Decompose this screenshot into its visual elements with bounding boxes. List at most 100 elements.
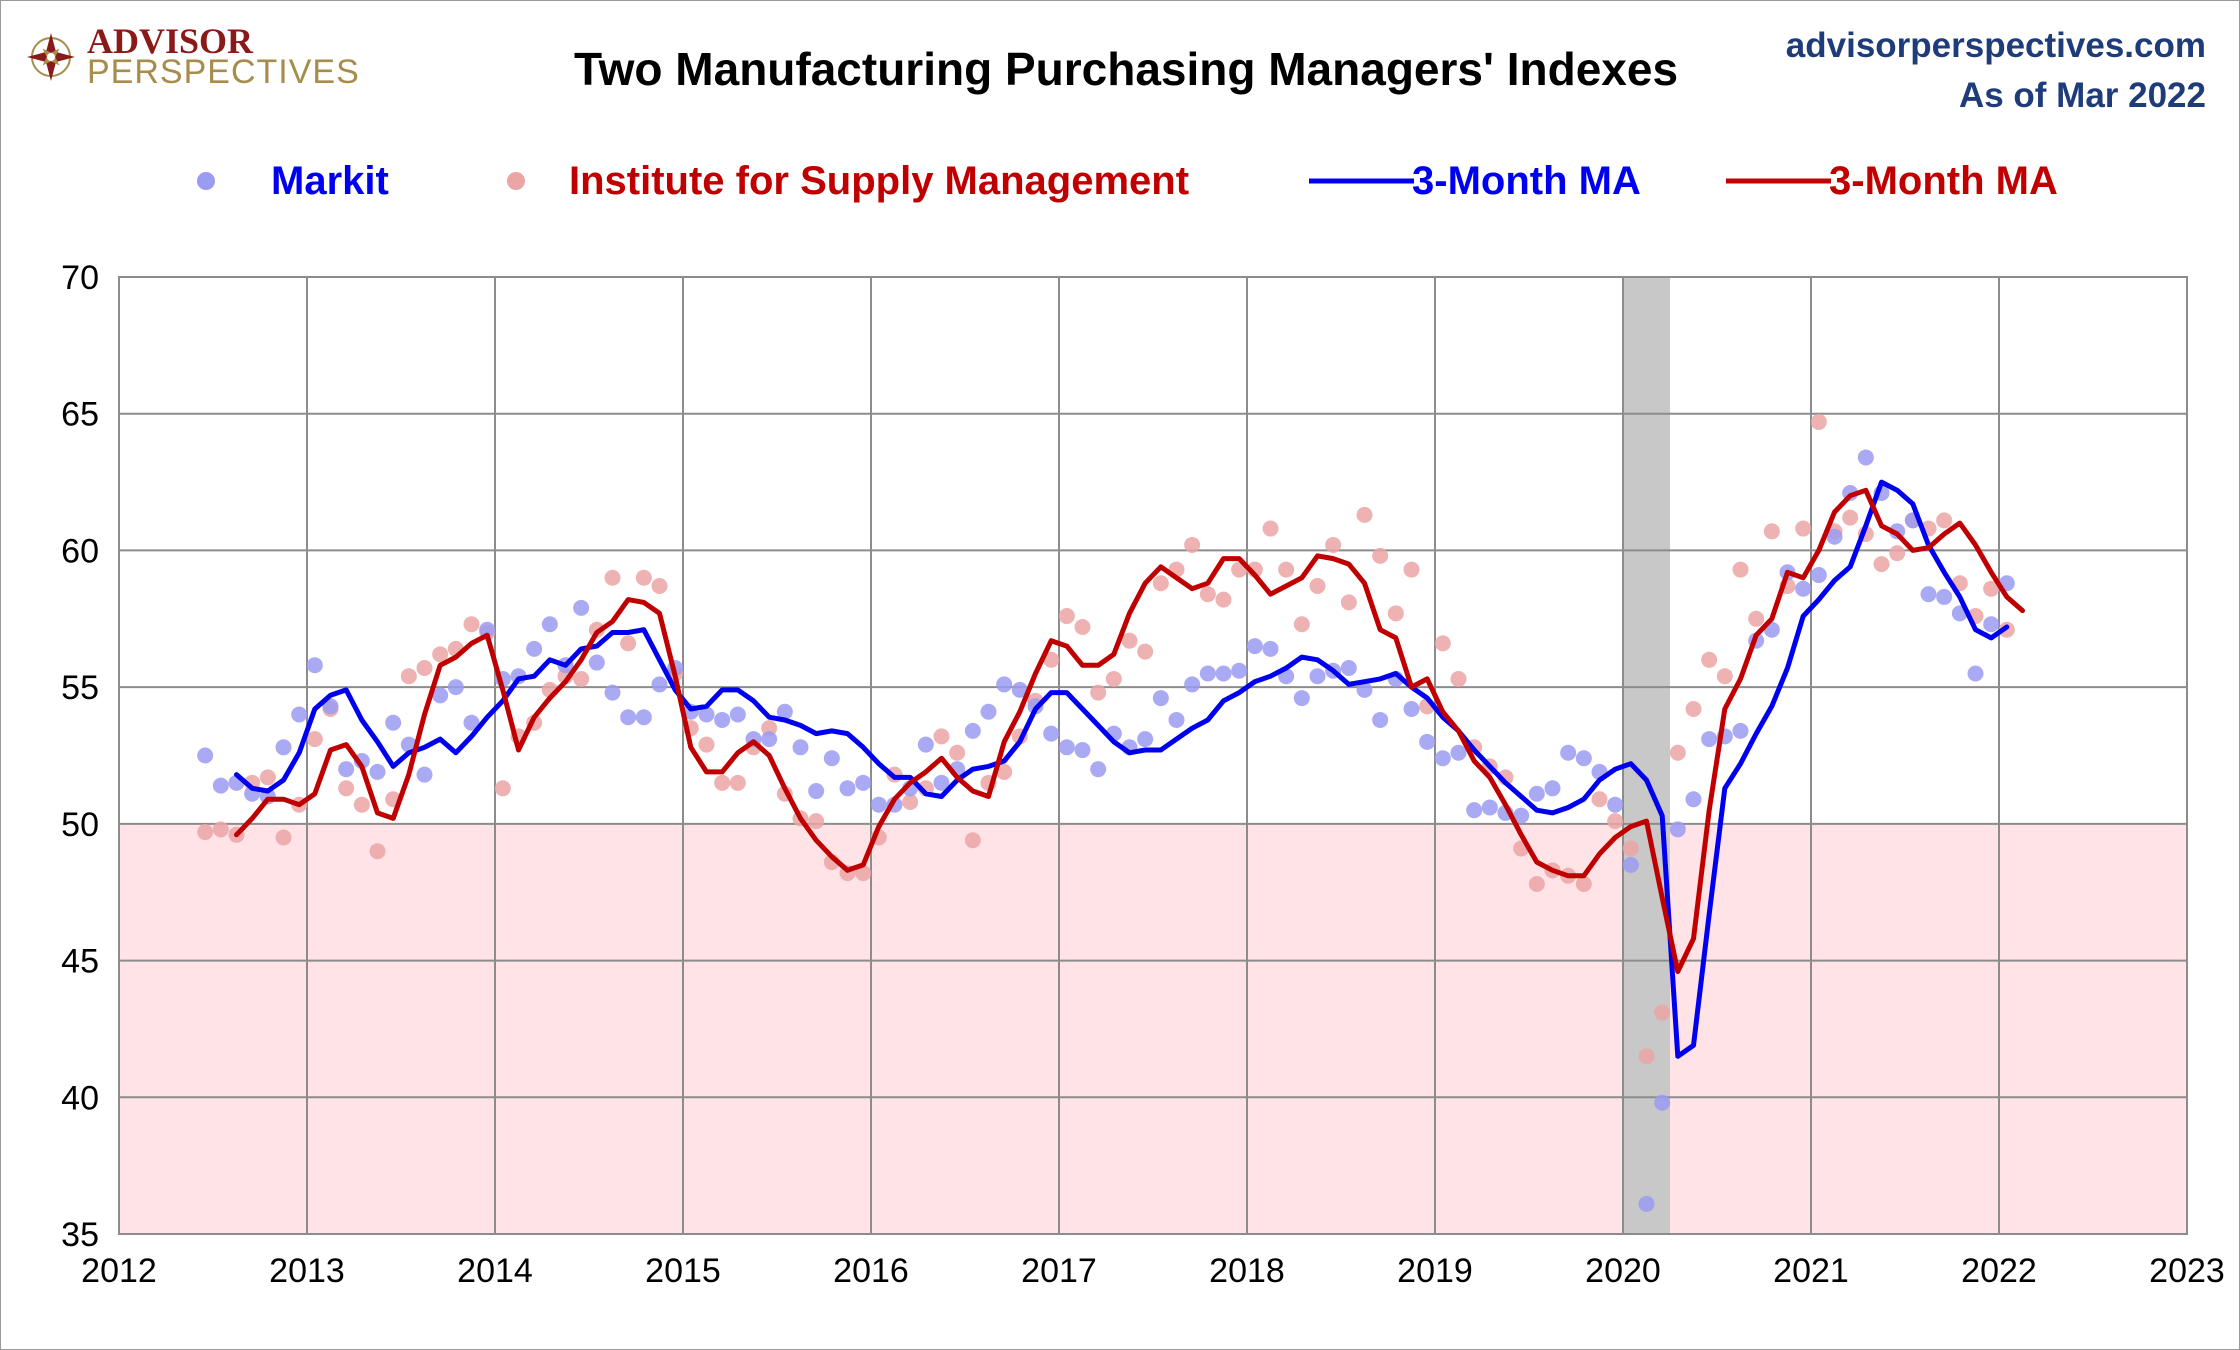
data-point	[1090, 761, 1107, 778]
data-point	[494, 780, 511, 797]
data-point	[823, 750, 840, 767]
data-point	[1669, 821, 1686, 838]
data-point	[1058, 739, 1075, 756]
data-point	[197, 824, 214, 841]
data-point	[698, 736, 715, 753]
data-point	[870, 796, 887, 813]
data-point	[212, 777, 229, 794]
data-point	[526, 640, 543, 657]
data-point	[651, 676, 668, 693]
data-point	[1372, 547, 1389, 564]
x-tick-label: 2015	[645, 1252, 721, 1290]
data-point	[400, 736, 417, 753]
data-point	[291, 706, 308, 723]
data-point	[1184, 536, 1201, 553]
data-point	[1184, 676, 1201, 693]
data-point	[729, 706, 746, 723]
data-point	[1074, 618, 1091, 635]
y-tick-label: 60	[61, 532, 99, 570]
data-point	[1873, 556, 1890, 573]
data-point	[1074, 742, 1091, 759]
data-point	[259, 769, 276, 786]
data-point	[1763, 523, 1780, 540]
legend-label: Markit	[271, 159, 389, 203]
data-point	[197, 747, 214, 764]
data-point	[1481, 799, 1498, 816]
legend-label: 3-Month MA	[1412, 159, 1641, 203]
legend-item: 3-Month MA	[1726, 159, 2058, 203]
data-point	[996, 676, 1013, 693]
x-tick-label: 2012	[81, 1252, 157, 1290]
x-tick-label: 2019	[1397, 1252, 1473, 1290]
data-point	[1434, 750, 1451, 767]
data-point	[1058, 608, 1075, 625]
logo-line1: ADVISOR	[87, 21, 254, 61]
data-point	[275, 739, 292, 756]
data-point	[353, 796, 370, 813]
data-point	[698, 706, 715, 723]
data-point	[275, 829, 292, 846]
data-point	[1356, 681, 1373, 698]
legend-item: 3-Month MA	[1309, 159, 1641, 203]
data-point	[1231, 662, 1248, 679]
series-line-ism-3-month-ma	[234, 487, 2025, 974]
data-point	[1810, 413, 1827, 430]
data-point	[1967, 665, 1984, 682]
recession-shading	[1623, 277, 1670, 1234]
data-point	[808, 783, 825, 800]
data-point	[1105, 670, 1122, 687]
data-point	[1795, 520, 1812, 537]
data-point	[1309, 668, 1326, 685]
data-point	[1920, 586, 1937, 603]
data-point	[1575, 876, 1592, 893]
data-point	[1043, 725, 1060, 742]
data-point	[651, 577, 668, 594]
data-point	[338, 780, 355, 797]
logo-line2: PERSPECTIVES	[87, 53, 360, 91]
data-point	[776, 703, 793, 720]
data-point	[729, 774, 746, 791]
data-point	[400, 668, 417, 685]
data-point	[1152, 575, 1169, 592]
series-markit	[197, 449, 2015, 1212]
data-point	[1607, 813, 1624, 830]
data-point	[1669, 744, 1686, 761]
x-tick-label: 2018	[1209, 1252, 1285, 1290]
data-point	[1403, 561, 1420, 578]
data-point	[1732, 722, 1749, 739]
data-point	[416, 766, 433, 783]
data-point	[1325, 536, 1342, 553]
data-point	[1591, 791, 1608, 808]
data-point	[1372, 711, 1389, 728]
y-tick-label: 45	[61, 943, 99, 981]
data-point	[306, 657, 323, 674]
y-tick-label: 50	[61, 806, 99, 844]
data-point	[1450, 670, 1467, 687]
data-point	[1701, 731, 1718, 748]
data-point	[1842, 509, 1859, 526]
data-point	[1857, 449, 1874, 466]
data-point	[1638, 1195, 1655, 1212]
site-url: advisorperspectives.com	[1786, 26, 2206, 65]
data-point	[1575, 750, 1592, 767]
data-point	[385, 714, 402, 731]
data-point	[1199, 586, 1216, 603]
data-point	[902, 793, 919, 810]
data-point	[1215, 591, 1232, 608]
data-point	[1356, 506, 1373, 523]
data-point	[1810, 567, 1827, 584]
plot-border	[118, 276, 2188, 1235]
as-of-date: As of Mar 2022	[1959, 76, 2206, 115]
x-tick-label: 2014	[457, 1252, 533, 1290]
data-point	[1560, 744, 1577, 761]
data-point	[635, 709, 652, 726]
data-point	[964, 832, 981, 849]
x-tick-label: 2022	[1961, 1252, 2037, 1290]
data-point	[463, 714, 480, 731]
data-point	[322, 698, 339, 715]
data-point	[1293, 616, 1310, 633]
data-point	[1450, 744, 1467, 761]
data-point	[1732, 561, 1749, 578]
data-point	[855, 774, 872, 791]
y-tick-label: 55	[61, 669, 99, 707]
